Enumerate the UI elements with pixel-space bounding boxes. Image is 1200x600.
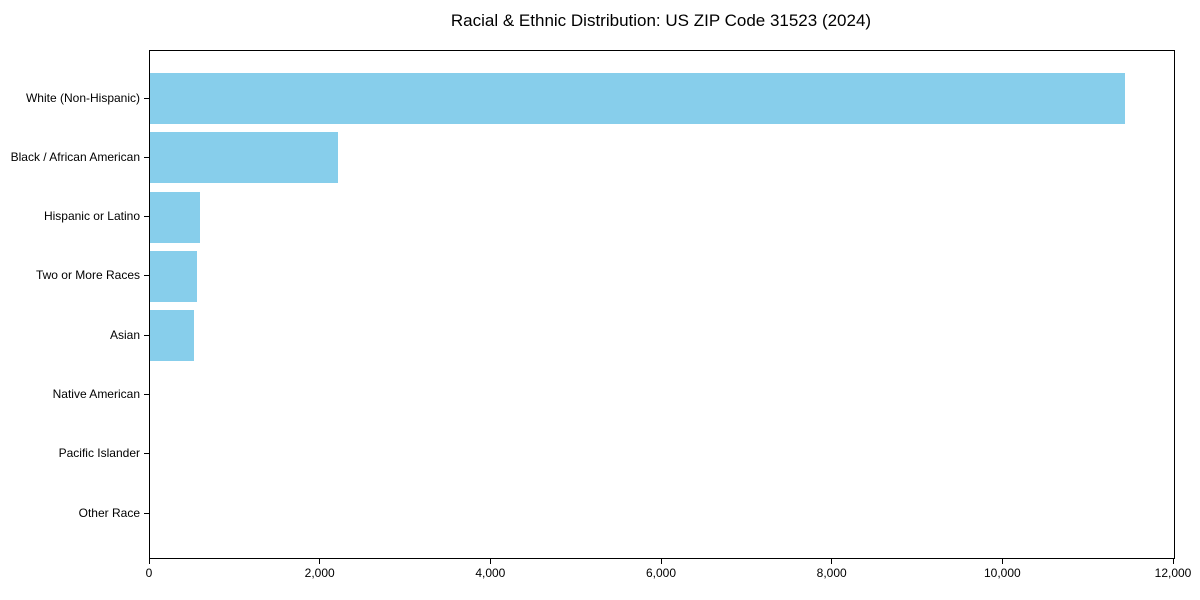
x-tick-mark-1 xyxy=(319,559,321,564)
bar-4 xyxy=(150,310,195,362)
x-tick-label-4: 8,000 xyxy=(816,566,847,580)
y-tick-label-0: White (Non-Hispanic) xyxy=(25,90,140,105)
x-tick-mark-0 xyxy=(148,559,150,564)
y-tick-label-2: Hispanic or Latino xyxy=(43,209,140,224)
y-tick-label-6: Pacific Islander xyxy=(58,446,140,461)
y-tick-label-3: Two or More Races xyxy=(35,268,140,283)
x-tick-label-5: 10,000 xyxy=(983,566,1021,580)
plot-area xyxy=(149,50,1175,559)
y-tick-label-4: Asian xyxy=(109,327,140,342)
bar-0 xyxy=(150,73,1126,124)
x-tick-mark-6 xyxy=(1172,559,1174,564)
bar-2 xyxy=(150,191,201,243)
y-tick-label-1: Black / African American xyxy=(10,149,140,164)
x-tick-mark-2 xyxy=(489,559,491,564)
y-tick-mark-1 xyxy=(144,156,149,158)
y-tick-mark-6 xyxy=(144,453,149,455)
x-tick-mark-3 xyxy=(660,559,662,564)
y-tick-mark-4 xyxy=(144,334,149,336)
x-tick-label-6: 12,000 xyxy=(1154,566,1192,580)
y-tick-label-5: Native American xyxy=(52,387,140,401)
y-tick-mark-2 xyxy=(144,216,149,218)
x-tick-mark-5 xyxy=(1001,559,1003,564)
x-tick-label-0: 0 xyxy=(145,566,153,580)
x-tick-label-2: 4,000 xyxy=(475,566,506,580)
chart-title: Racial & Ethnic Distribution: US ZIP Cod… xyxy=(450,11,872,30)
y-tick-mark-0 xyxy=(144,97,149,99)
x-tick-label-1: 2,000 xyxy=(304,566,335,580)
bar-1 xyxy=(150,132,338,184)
bar-3 xyxy=(150,250,197,302)
y-tick-mark-7 xyxy=(144,512,149,514)
y-tick-label-7: Other Race xyxy=(78,505,140,520)
x-tick-label-3: 6,000 xyxy=(645,566,677,580)
y-tick-mark-3 xyxy=(144,275,149,277)
x-tick-mark-4 xyxy=(831,559,833,564)
y-tick-mark-5 xyxy=(144,394,149,395)
